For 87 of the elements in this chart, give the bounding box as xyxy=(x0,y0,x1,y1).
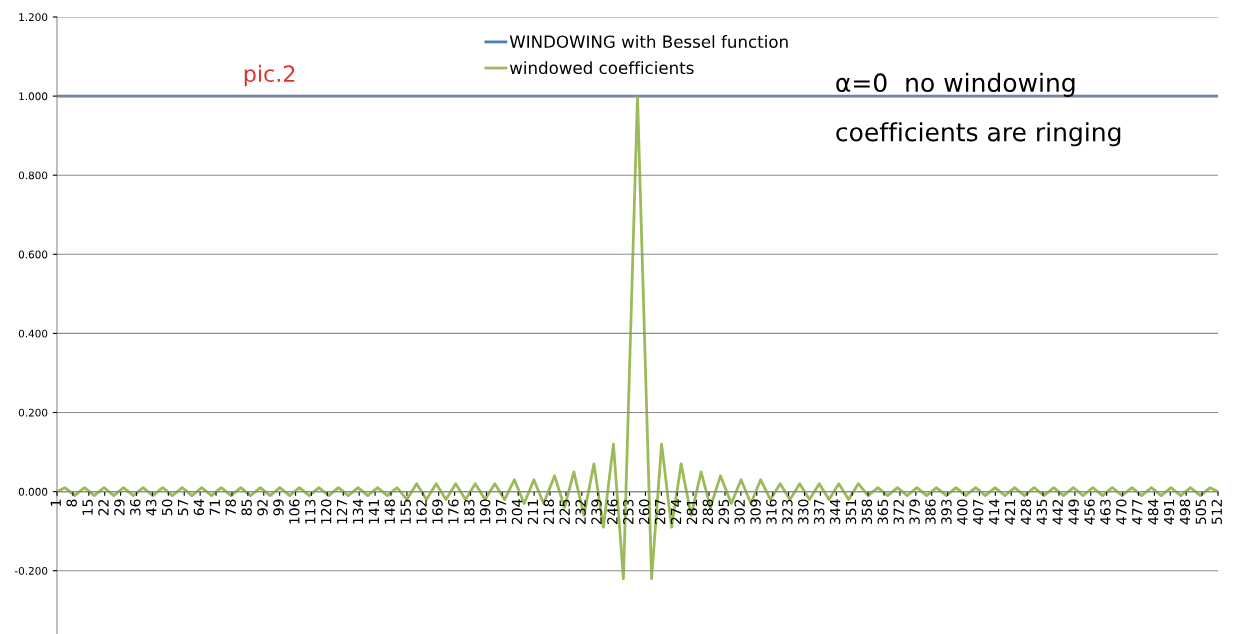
x-tick-label: 162 xyxy=(416,499,427,524)
x-tick-label: 393 xyxy=(941,499,952,525)
x-tick-label: 372 xyxy=(893,499,904,525)
x-tick-label: 428 xyxy=(1020,499,1032,525)
x-tick-label: 386 xyxy=(925,499,936,525)
x-tick-label: 379 xyxy=(909,499,920,525)
x-tick-label: 491 xyxy=(1163,499,1175,525)
x-tick-label: 134 xyxy=(352,499,364,524)
y-tick-label: -0.200 xyxy=(14,566,48,575)
x-tick-label: 477 xyxy=(1132,499,1143,525)
x-tick-label: 449 xyxy=(1068,499,1079,525)
x-tick-label: 57 xyxy=(177,499,189,516)
legend-label: windowed coefficients xyxy=(509,61,694,75)
x-tick-label: 484 xyxy=(1147,499,1159,525)
y-tick-label: 0.800 xyxy=(18,171,48,180)
x-tick-label: 8 xyxy=(66,499,77,507)
x-tick-label: 183 xyxy=(464,499,475,524)
legend-label: WINDOWING with Bessel function xyxy=(509,35,788,48)
x-tick-label: 85 xyxy=(241,499,252,516)
x-tick-label: 302 xyxy=(734,499,745,525)
x-tick-label: 498 xyxy=(1179,499,1191,525)
x-tick-label: 64 xyxy=(193,499,205,516)
x-tick-label: 344 xyxy=(829,499,841,525)
annotation: α=0 no windowing xyxy=(836,72,1075,97)
x-tick-label: 141 xyxy=(368,499,379,524)
x-tick-label: 1 xyxy=(50,499,61,506)
y-tick-label: 0.600 xyxy=(18,250,48,259)
x-tick-label: 442 xyxy=(1052,499,1063,525)
x-tick-label: 365 xyxy=(877,499,889,525)
x-tick-label: 15 xyxy=(82,499,93,515)
x-tick-label: 43 xyxy=(145,499,157,516)
x-tick-label: 358 xyxy=(861,499,873,525)
x-tick-label: 505 xyxy=(1195,499,1207,524)
x-tick-label: 148 xyxy=(384,499,396,524)
annotation: coefficients are ringing xyxy=(836,122,1121,147)
x-tick-label: 400 xyxy=(957,499,968,525)
x-tick-label: 120 xyxy=(320,499,332,524)
x-tick-label: 260 xyxy=(638,499,650,525)
x-tick-label: 267 xyxy=(654,499,666,525)
x-tick-label: 204 xyxy=(511,499,523,525)
y-tick-label: 0.400 xyxy=(18,329,48,338)
x-tick-label: 127 xyxy=(336,499,348,524)
x-tick-label: 330 xyxy=(798,499,809,525)
x-tick-label: 176 xyxy=(448,499,459,524)
x-tick-label: 407 xyxy=(972,499,984,525)
x-tick-label: 288 xyxy=(702,499,714,525)
x-tick-label: 92 xyxy=(257,499,268,516)
x-tick-label: 463 xyxy=(1100,499,1111,525)
x-tick-label: 232 xyxy=(575,499,586,525)
annotation: pic.2 xyxy=(244,64,295,87)
y-tick-label: 1.200 xyxy=(19,13,48,22)
x-tick-label: 239 xyxy=(591,499,602,525)
x-tick-label: 274 xyxy=(670,499,682,525)
x-tick-label: 351 xyxy=(845,499,857,525)
x-tick-label: 50 xyxy=(161,499,173,516)
x-tick-label: 281 xyxy=(686,499,698,525)
x-tick-label: 197 xyxy=(495,499,507,524)
x-tick-label: 71 xyxy=(209,499,220,516)
x-tick-label: 512 xyxy=(1211,499,1223,524)
x-tick-label: 323 xyxy=(782,499,793,525)
x-tick-label: 309 xyxy=(750,499,761,525)
x-tick-label: 246 xyxy=(607,499,618,525)
x-tick-label: 169 xyxy=(432,499,443,524)
x-tick-label: 218 xyxy=(543,499,555,525)
x-tick-label: 421 xyxy=(1004,499,1016,525)
x-tick-label: 29 xyxy=(114,499,125,516)
x-tick-label: 113 xyxy=(304,499,316,524)
x-tick-label: 22 xyxy=(98,499,109,516)
x-tick-label: 414 xyxy=(989,499,1000,525)
x-tick-label: 99 xyxy=(273,499,284,516)
x-tick-label: 295 xyxy=(718,499,729,525)
x-tick-label: 106 xyxy=(289,499,300,524)
x-tick-label: 36 xyxy=(130,499,141,516)
y-tick-label: 0.000 xyxy=(18,487,48,496)
y-tick-label: 1.000 xyxy=(19,92,48,101)
x-tick-label: 253 xyxy=(623,499,634,525)
y-tick-label: 0.200 xyxy=(18,408,48,417)
x-tick-label: 190 xyxy=(479,499,491,524)
x-tick-label: 78 xyxy=(225,499,236,516)
x-tick-label: 470 xyxy=(1116,499,1127,525)
x-tick-label: 211 xyxy=(527,499,538,525)
x-tick-label: 225 xyxy=(559,499,570,525)
x-tick-label: 316 xyxy=(766,499,777,525)
x-tick-label: 435 xyxy=(1036,499,1048,525)
x-tick-label: 155 xyxy=(400,499,411,524)
x-tick-label: 337 xyxy=(813,499,825,525)
x-tick-label: 456 xyxy=(1084,499,1095,525)
